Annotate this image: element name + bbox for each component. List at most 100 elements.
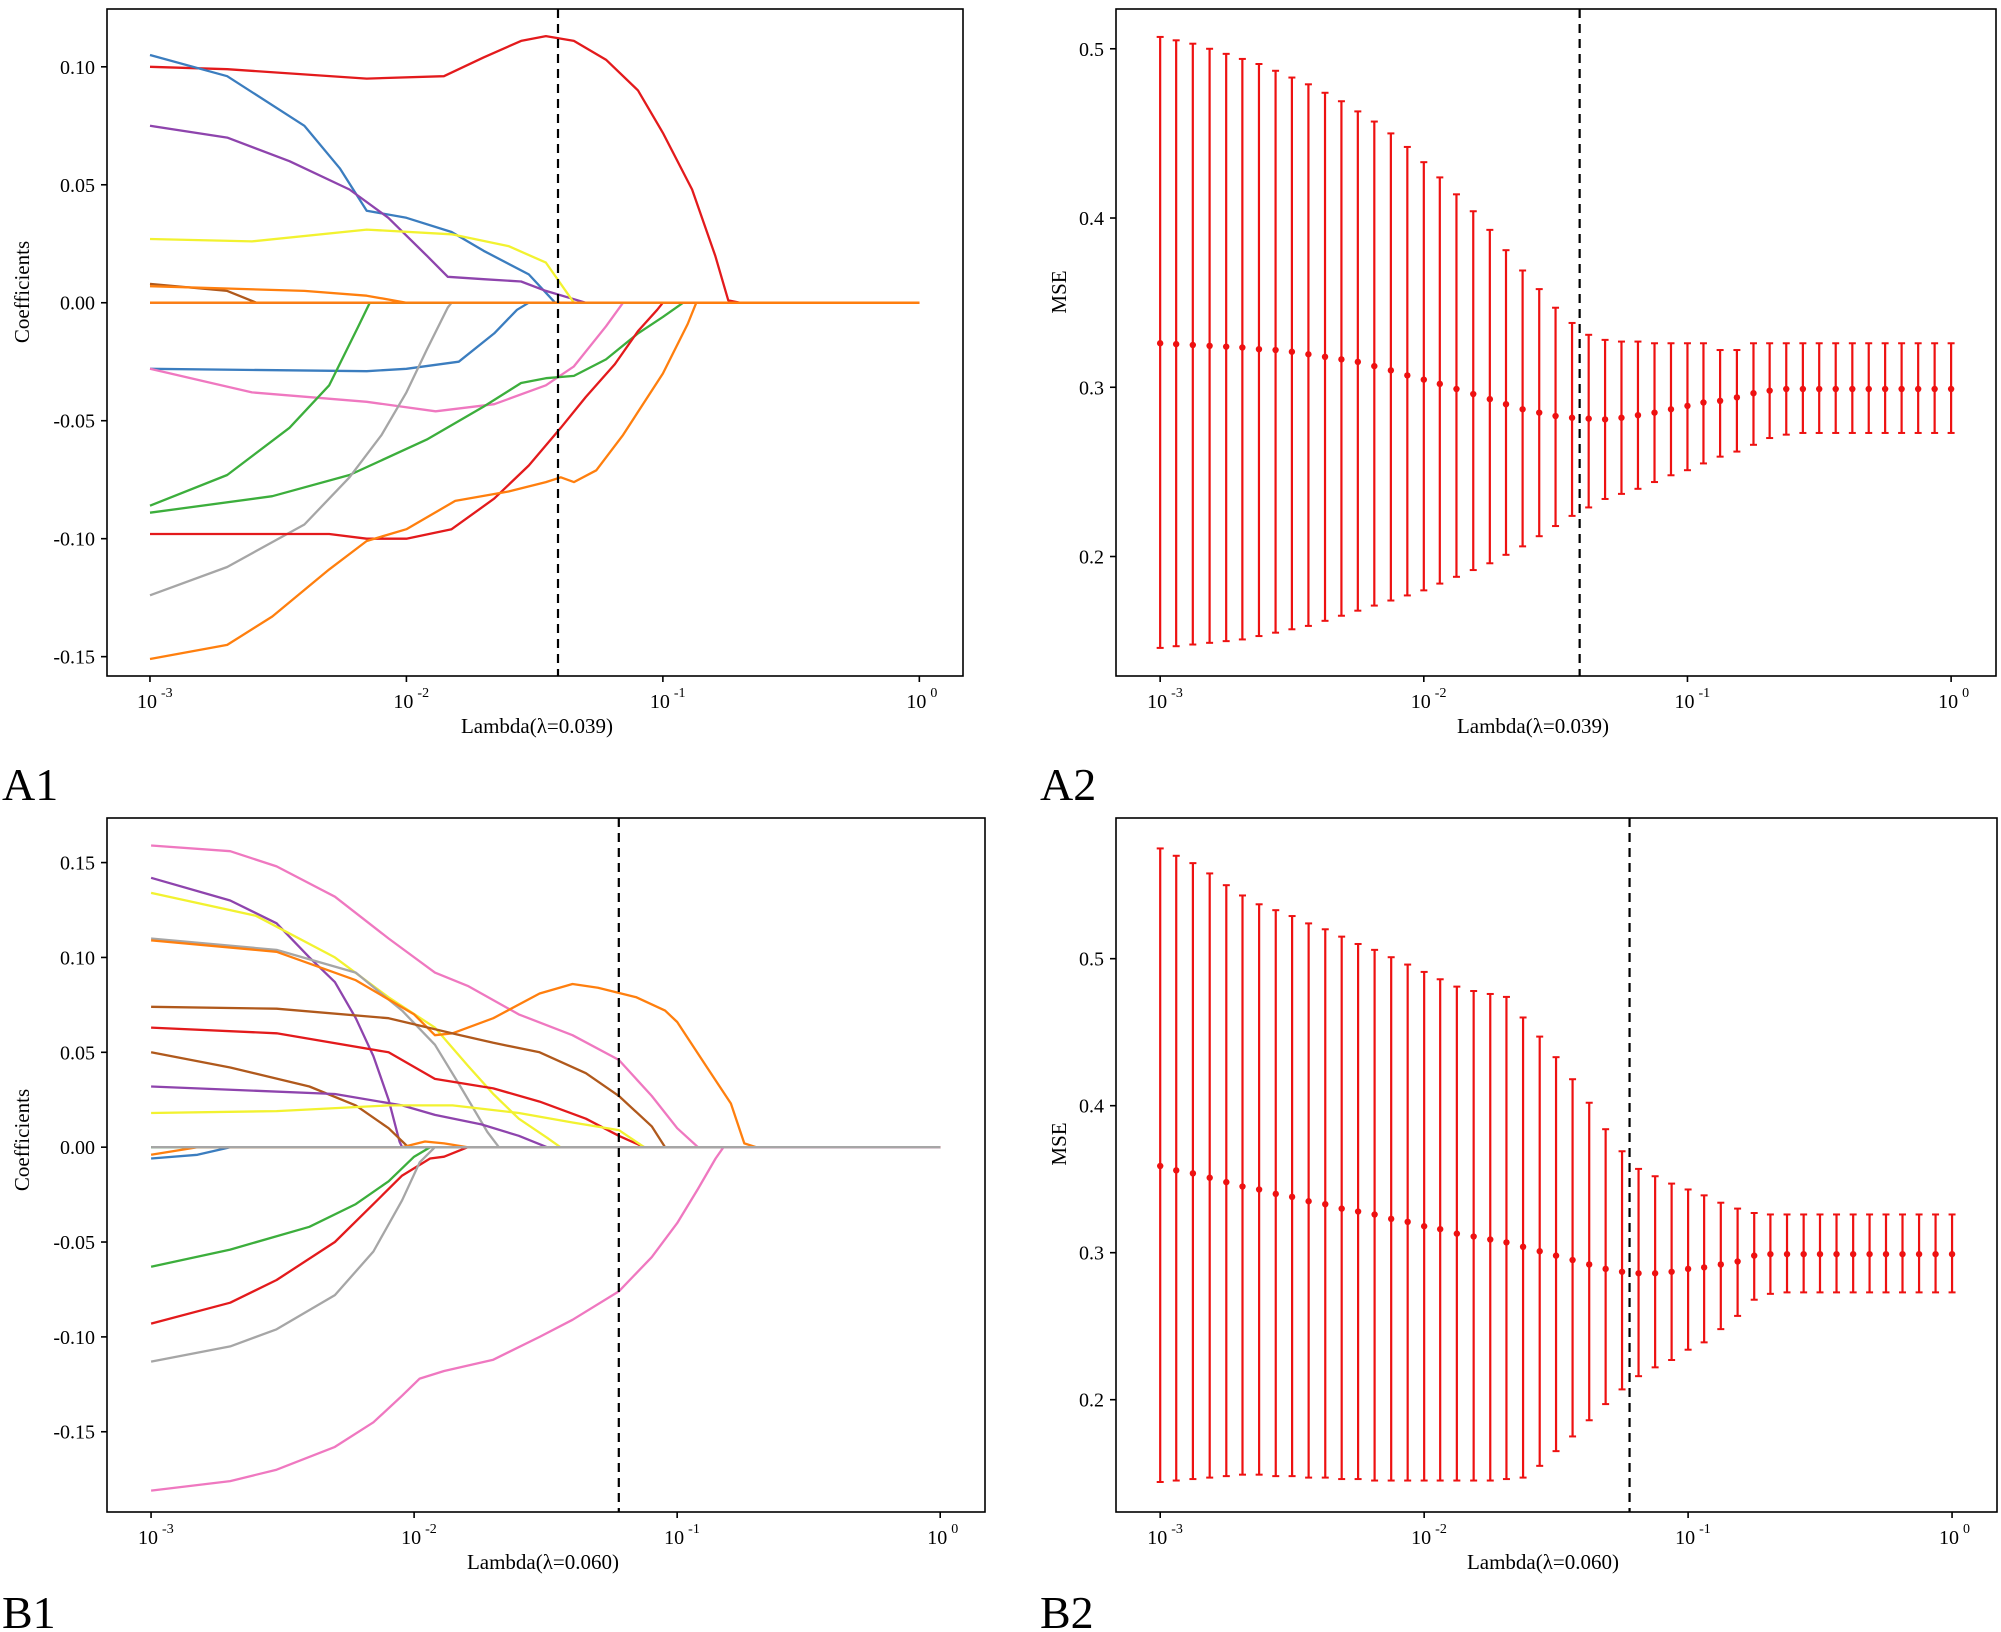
b2-point-39 bbox=[1800, 1250, 1807, 1258]
a2-panel-label: A2 bbox=[1040, 759, 1096, 810]
b2-point-34 bbox=[1717, 1261, 1725, 1268]
a2-point-4 bbox=[1222, 343, 1230, 350]
a1-ticks: 10 -3 10 -2 10 -1 10 0 0.10 0.05 0.00 -0.05 -0.10 -0.… bbox=[53, 57, 937, 713]
a2-point-40 bbox=[1816, 385, 1823, 393]
b1-series-gray-2 bbox=[150, 1146, 941, 1363]
b2-point-18 bbox=[1453, 1230, 1461, 1237]
b2-point-38 bbox=[1783, 1250, 1791, 1258]
b1-y-axis-label: Coefficients bbox=[10, 1089, 34, 1191]
b2-point-46 bbox=[1915, 1250, 1923, 1258]
b1-y-tick-label-6: -0.15 bbox=[53, 1422, 95, 1444]
a2-point-10 bbox=[1321, 353, 1329, 361]
b2-x-tick-label-2: 10 bbox=[1675, 1527, 1695, 1549]
b1-y-tick-label-4: -0.05 bbox=[53, 1232, 95, 1254]
b2-point-33 bbox=[1700, 1264, 1708, 1271]
a2-point-19 bbox=[1470, 390, 1477, 398]
b2-x-tick-label-0: 10 bbox=[1147, 1527, 1167, 1549]
b1-x-tick-exponent-1: -2 bbox=[425, 1522, 437, 1537]
a1-x-axis-label: Lambda(λ=0.039) bbox=[461, 714, 613, 738]
a1-series-gray-1 bbox=[149, 301, 920, 597]
b2-point-3 bbox=[1206, 1174, 1213, 1181]
a1-x-tick-exponent-1: -2 bbox=[417, 686, 429, 701]
b2-point-25 bbox=[1569, 1256, 1576, 1264]
b2-point-12 bbox=[1354, 1208, 1362, 1215]
a1-y-tick-label-3: -0.05 bbox=[53, 411, 95, 433]
b2-point-14 bbox=[1387, 1215, 1395, 1223]
a1-series-pink-1 bbox=[149, 301, 920, 413]
a2-y-tick-label-0: 0.5 bbox=[1079, 39, 1104, 61]
b2-point-37 bbox=[1767, 1250, 1774, 1258]
a2-point-41 bbox=[1832, 385, 1839, 393]
b2-point-41 bbox=[1833, 1250, 1840, 1258]
a1-series-orange-2 bbox=[149, 301, 920, 661]
a1-series-green-2 bbox=[149, 301, 920, 514]
a2-point-31 bbox=[1667, 406, 1675, 413]
a2-point-28 bbox=[1618, 414, 1625, 421]
b1-series-purple-1 bbox=[150, 876, 941, 1149]
a1-y-tick-label-4: -0.10 bbox=[53, 529, 95, 551]
a2-point-1 bbox=[1172, 340, 1180, 348]
a1-y-axis-label: Coefficients bbox=[10, 241, 34, 343]
a2-x-tick-label-0: 10 bbox=[1147, 691, 1167, 713]
a2-point-5 bbox=[1239, 344, 1246, 351]
b2-panel-label: B2 bbox=[1040, 1587, 1094, 1632]
a2-point-20 bbox=[1486, 395, 1494, 403]
a2-point-42 bbox=[1849, 385, 1856, 393]
a1-x-tick-exponent-2: -1 bbox=[674, 686, 686, 701]
b2-point-16 bbox=[1420, 1223, 1428, 1230]
b2-point-0 bbox=[1157, 1162, 1164, 1170]
b1-panel-label: B1 bbox=[2, 1587, 56, 1632]
a2-point-29 bbox=[1634, 411, 1642, 419]
b2-point-24 bbox=[1552, 1252, 1560, 1259]
b2-y-tick-label-3: 0.2 bbox=[1079, 1390, 1104, 1412]
a2-x-tick-label-2: 10 bbox=[1674, 691, 1694, 713]
b2-point-6 bbox=[1255, 1186, 1263, 1193]
panel-b2: 10 -3 10 -2 10 -1 10 0 0.5 0.4 0.3 0.2 Lambda(λ=0.0… bbox=[1040, 817, 1998, 1632]
b2-series-layer bbox=[1156, 847, 1956, 1484]
b2-point-36 bbox=[1751, 1252, 1758, 1259]
b1-series-yellow-2 bbox=[151, 1104, 941, 1149]
b2-point-45 bbox=[1899, 1250, 1906, 1258]
a2-x-tick-exponent-2: -1 bbox=[1698, 686, 1710, 701]
a2-point-7 bbox=[1272, 346, 1279, 354]
b2-point-15 bbox=[1404, 1218, 1411, 1226]
b2-point-26 bbox=[1586, 1261, 1593, 1268]
b1-series-brown-1 bbox=[151, 1005, 941, 1149]
a2-point-12 bbox=[1354, 358, 1362, 366]
b2-point-22 bbox=[1519, 1243, 1527, 1251]
a2-y-tick-label-1: 0.4 bbox=[1079, 208, 1104, 230]
a1-series-yellow-1 bbox=[149, 228, 920, 304]
b1-series-purple-2 bbox=[151, 1085, 941, 1149]
b2-point-47 bbox=[1932, 1250, 1939, 1258]
b2-point-48 bbox=[1948, 1250, 1956, 1258]
a2-point-11 bbox=[1338, 356, 1345, 363]
a2-point-39 bbox=[1799, 385, 1807, 393]
b1-series-pink-1 bbox=[151, 844, 941, 1149]
b2-point-32 bbox=[1684, 1265, 1692, 1273]
b1-x-tick-exponent-2: -1 bbox=[688, 1522, 700, 1537]
b1-x-axis-label: Lambda(λ=0.060) bbox=[467, 1550, 619, 1574]
b2-x-tick-label-1: 10 bbox=[1411, 1527, 1431, 1549]
a2-point-3 bbox=[1206, 342, 1213, 350]
a2-point-45 bbox=[1898, 385, 1905, 393]
b2-point-23 bbox=[1536, 1248, 1543, 1255]
b1-series-green-2 bbox=[150, 1146, 941, 1268]
a1-plot-area bbox=[106, 8, 964, 677]
a2-plot-area bbox=[1115, 8, 1997, 677]
a1-series-blue-2 bbox=[149, 301, 920, 373]
b1-x-tick-label-1: 10 bbox=[401, 1527, 421, 1549]
b2-x-tick-exponent-0: -3 bbox=[1171, 1522, 1183, 1537]
b2-y-tick-label-1: 0.4 bbox=[1079, 1096, 1104, 1118]
a2-y-tick-label-3: 0.2 bbox=[1079, 547, 1104, 569]
b2-point-35 bbox=[1734, 1258, 1741, 1265]
a2-point-17 bbox=[1436, 380, 1444, 388]
b2-point-5 bbox=[1239, 1183, 1246, 1190]
b2-point-42 bbox=[1849, 1250, 1857, 1258]
panel-a2: 10 -3 10 -2 10 -1 10 0 0.5 0.4 0.3 0.2 Lambda(λ=0.0… bbox=[1040, 8, 1997, 810]
a2-point-18 bbox=[1453, 385, 1460, 393]
b1-series-pink-2 bbox=[150, 1146, 941, 1492]
b1-x-tick-exponent-0: -3 bbox=[162, 1522, 174, 1537]
a2-point-34 bbox=[1716, 397, 1724, 405]
b2-point-4 bbox=[1223, 1178, 1230, 1186]
a2-x-tick-exponent-0: -3 bbox=[1171, 686, 1183, 701]
